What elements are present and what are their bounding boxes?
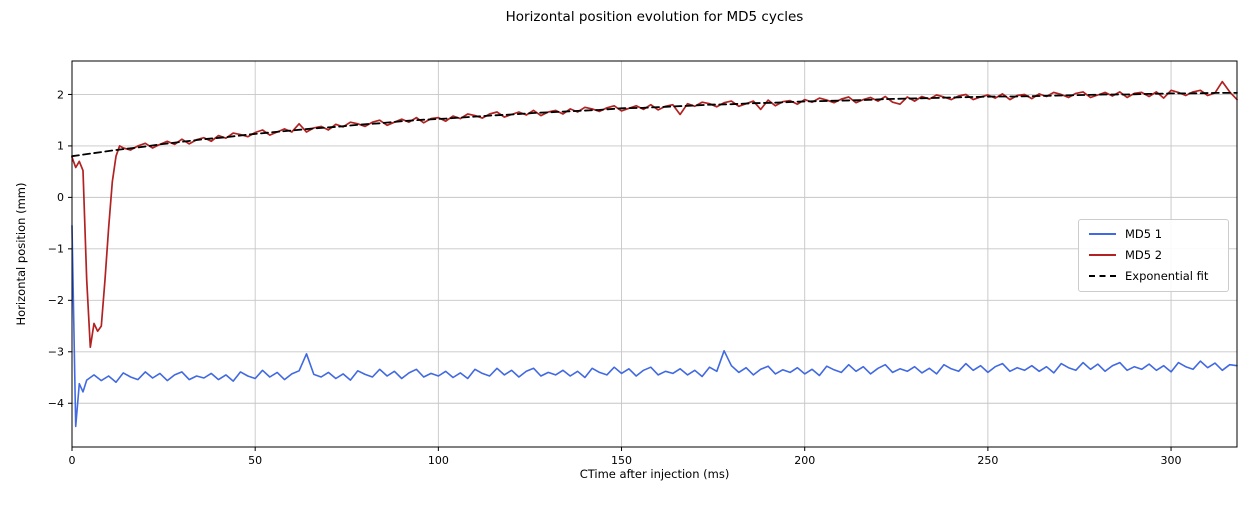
x-axis-label: CTime after injection (ms)	[579, 467, 730, 481]
y-tick-label: 1	[57, 140, 64, 153]
legend-line-exponential-fit-icon	[1089, 275, 1116, 277]
series-line-md5-1	[71, 224, 1238, 428]
legend-label-md5-1: MD5 1	[1125, 227, 1163, 241]
x-tick-label: 250	[977, 454, 998, 467]
plot-border	[71, 60, 1238, 448]
legend-line-md5-1-icon	[1089, 233, 1116, 235]
legend-label-exponential-fit: Exponential fit	[1125, 269, 1209, 283]
legend-line-md5-2-icon	[1089, 254, 1116, 256]
legend: MD5 1 MD5 2 Exponential fit	[1078, 219, 1229, 292]
y-tick-label: 2	[57, 88, 64, 101]
legend-entry-md5-1: MD5 1	[1089, 227, 1218, 241]
legend-label-md5-2: MD5 2	[1125, 248, 1163, 262]
y-tick-label: −3	[48, 346, 64, 359]
y-tick-label: −4	[48, 397, 64, 410]
y-tick-label: −2	[48, 294, 64, 307]
y-tick-label: 0	[57, 191, 64, 204]
x-tick-label: 100	[428, 454, 449, 467]
y-tick-label: −1	[48, 243, 64, 256]
x-tick-label: 200	[794, 454, 815, 467]
legend-entry-exponential-fit: Exponential fit	[1089, 269, 1218, 283]
x-tick-label: 0	[69, 454, 76, 467]
series-line-exponential-fit	[71, 92, 1238, 158]
series-line-md5-2	[71, 80, 1238, 349]
x-tick-label: 50	[248, 454, 262, 467]
chart-title: Horizontal position evolution for MD5 cy…	[505, 9, 804, 25]
x-tick-label: 300	[1161, 454, 1182, 467]
y-axis-label: Horizontal position (mm)	[14, 182, 28, 326]
legend-entry-md5-2: MD5 2	[1089, 248, 1218, 262]
x-tick-label: 150	[611, 454, 632, 467]
